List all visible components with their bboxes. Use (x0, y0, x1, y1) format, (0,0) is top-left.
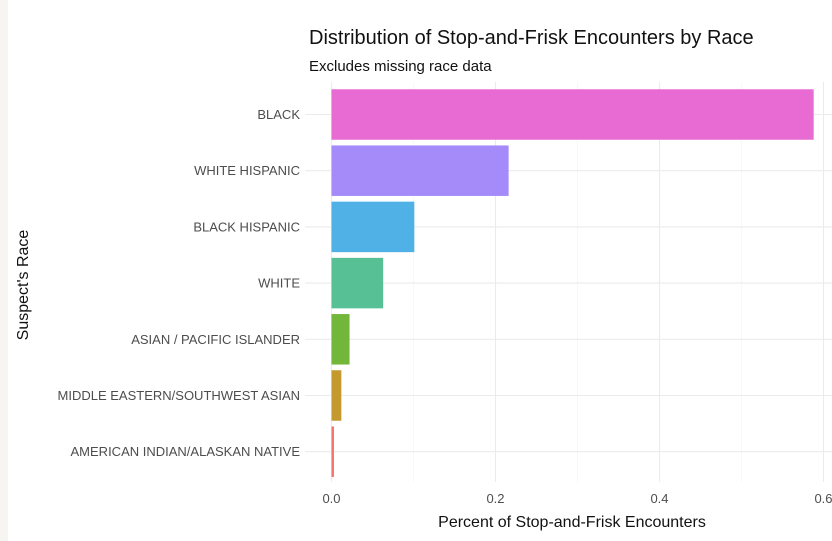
chart-title: Distribution of Stop-and-Frisk Encounter… (309, 27, 754, 49)
y-tick-label: AMERICAN INDIAN/ALASKAN NATIVE (71, 444, 301, 459)
gridlines (305, 82, 832, 482)
bar (331, 426, 334, 477)
bar-chart: Distribution of Stop-and-Frisk Encounter… (15, 27, 832, 531)
bar (331, 370, 342, 421)
bar (331, 314, 350, 365)
x-tick-label: 0.6 (814, 491, 832, 506)
y-tick-label: BLACK HISPANIC (193, 219, 300, 234)
y-tick-label: ASIAN / PACIFIC ISLANDER (131, 332, 300, 347)
y-axis-title: Suspect's Race (15, 230, 32, 341)
bar (331, 257, 384, 309)
bar (331, 201, 415, 253)
y-tick-label: MIDDLE EASTERN/SOUTHWEST ASIAN (58, 388, 300, 403)
x-axis-tick-labels: 0.0 0.2 0.4 0.6 (322, 491, 832, 506)
chart-panel: Distribution of Stop-and-Frisk Encounter… (8, 0, 832, 541)
y-axis-tick-labels: BLACK WHITE HISPANIC BLACK HISPANIC WHITE AS… (58, 107, 301, 459)
y-tick-label: WHITE HISPANIC (194, 163, 300, 178)
x-tick-label: 0.0 (322, 491, 340, 506)
y-tick-label: WHITE (258, 276, 300, 291)
bar (331, 89, 814, 140)
x-tick-label: 0.4 (650, 491, 668, 506)
chart-subtitle: Excludes missing race data (309, 58, 492, 75)
x-axis-title: Percent of Stop-and-Frisk Encounters (438, 514, 706, 531)
y-tick-label: BLACK (257, 107, 300, 122)
bars (331, 89, 814, 477)
bar (331, 145, 509, 196)
x-tick-label: 0.2 (486, 491, 504, 506)
